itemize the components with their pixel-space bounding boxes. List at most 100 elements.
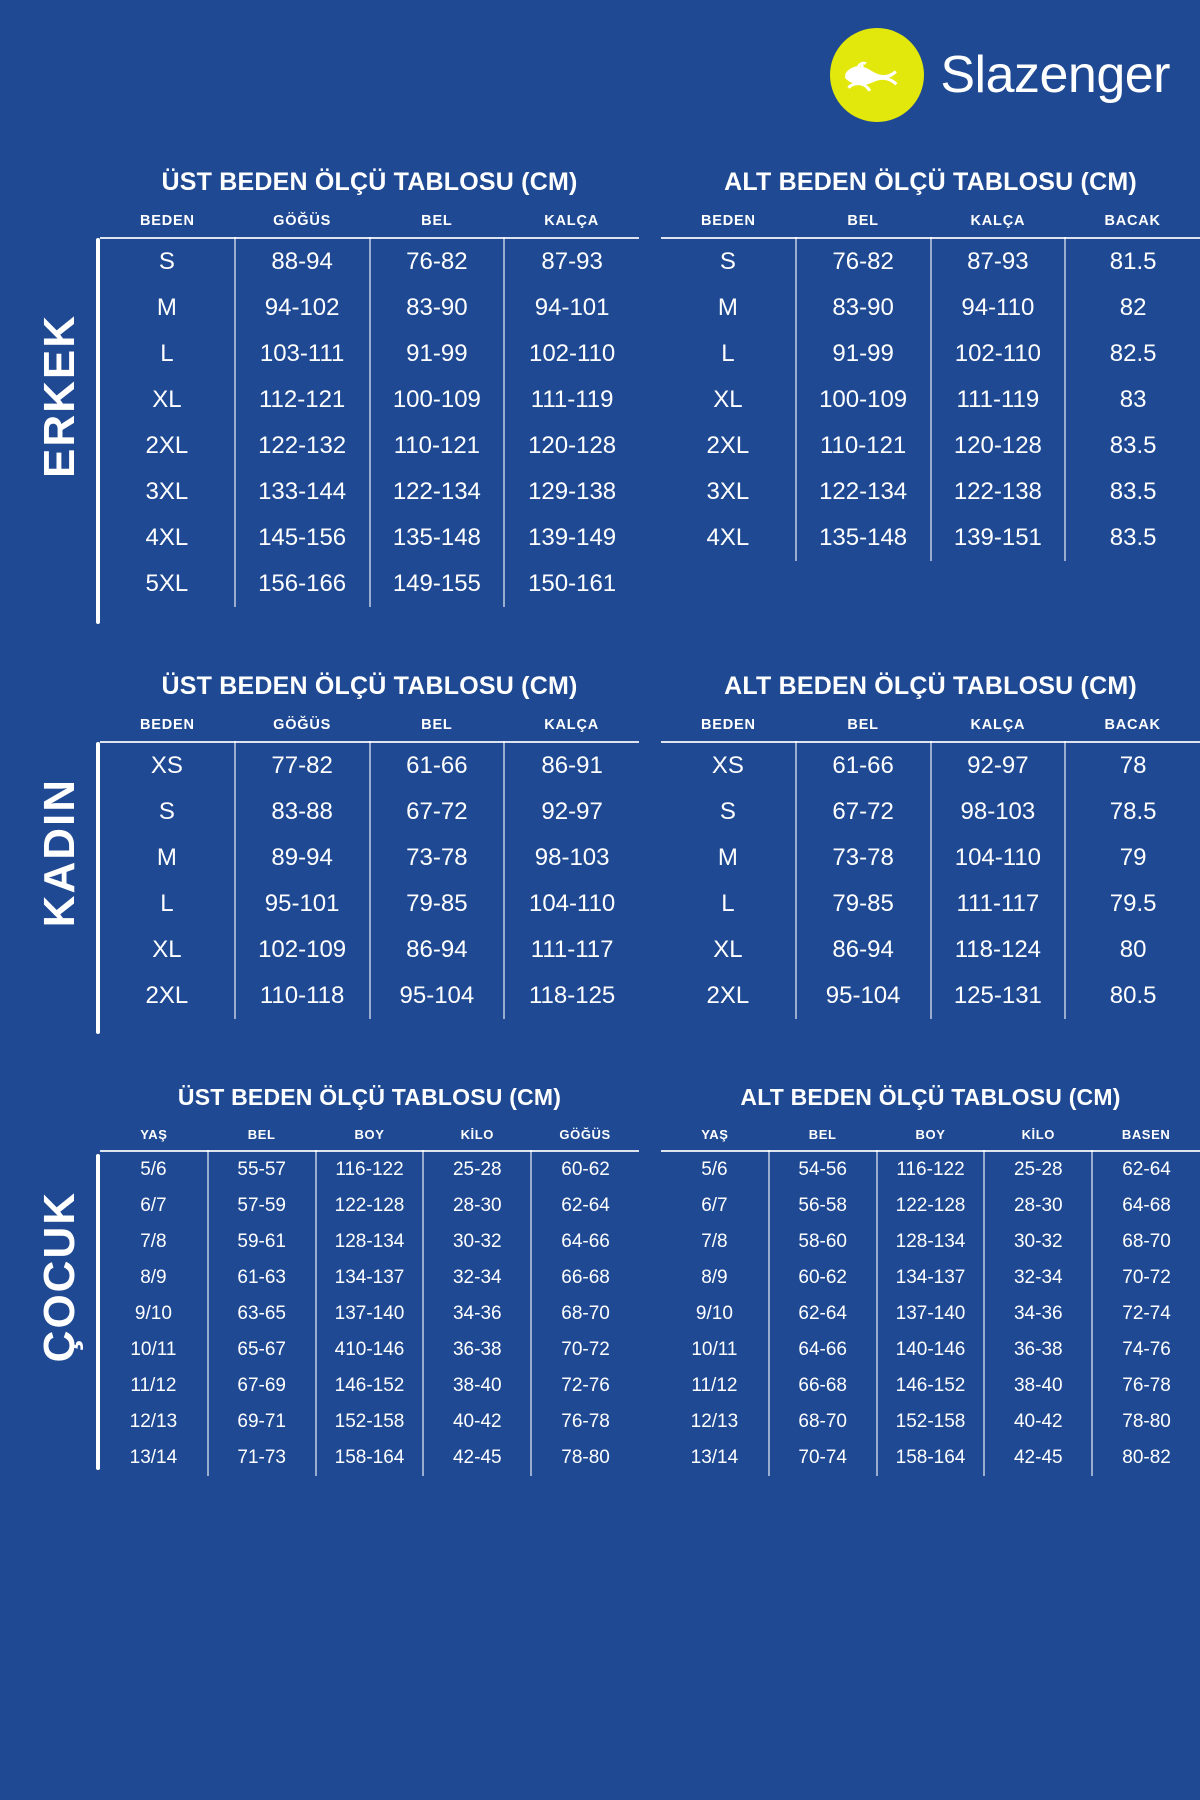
measurement-cell: 78.5 bbox=[1064, 789, 1200, 835]
table-row: L 91-99 102-110 82.5 bbox=[661, 331, 1200, 377]
measurement-cell: 146-152 bbox=[875, 1368, 985, 1404]
measurement-cell: 111-119 bbox=[929, 377, 1066, 423]
size-cell: XL bbox=[152, 936, 182, 963]
measurement-cell: 89-94 bbox=[233, 835, 370, 881]
measurement-cell: 40-42 bbox=[422, 1404, 532, 1440]
measurement-cell: 87-93 bbox=[503, 238, 639, 285]
measurement-cell: 104-110 bbox=[503, 881, 639, 927]
table-title: ÜST BEDEN ÖLÇÜ TABLOSU (CM) bbox=[177, 1084, 562, 1110]
category-label-text: ERKEK bbox=[35, 313, 84, 479]
measurement-cell: 66-68 bbox=[767, 1368, 877, 1404]
size-cell: 3XL bbox=[145, 478, 189, 505]
table-row: M 89-94 73-78 98-103 bbox=[100, 835, 639, 881]
measurement-cell: 94-102 bbox=[233, 285, 370, 331]
measurement-cell: 67-69 bbox=[206, 1368, 316, 1404]
table-row: 9/10 62-64 137-140 34-36 72-74 bbox=[661, 1296, 1200, 1332]
measurement-cell: 63-65 bbox=[206, 1296, 316, 1332]
table-title: ÜST BEDEN ÖLÇÜ TABLOSU (CM) bbox=[161, 168, 578, 196]
size-cell: 6/7 bbox=[140, 1195, 167, 1216]
table-block-upper: ÜST BEDEN ÖLÇÜ TABLOSU (CM) BEDEN GÖĞÜS BEL… bbox=[100, 168, 639, 607]
measurement-cell: 112-121 bbox=[233, 377, 370, 423]
measurement-cell: 122-138 bbox=[929, 469, 1066, 515]
measurement-cell: 60-62 bbox=[767, 1260, 877, 1296]
measurement-cell: 120-128 bbox=[503, 423, 639, 469]
measurement-cell: 38-40 bbox=[422, 1368, 532, 1404]
measurement-cell: 111-117 bbox=[503, 927, 639, 973]
measurement-cell: 62-64 bbox=[530, 1188, 639, 1224]
measurement-cell: 76-78 bbox=[1091, 1368, 1200, 1404]
measurement-cell: 83.5 bbox=[1064, 469, 1200, 515]
measurement-cell: 83.5 bbox=[1064, 423, 1200, 469]
measurement-cell: 122-132 bbox=[233, 423, 370, 469]
measurement-cell: 139-149 bbox=[503, 515, 639, 561]
table-row: M 94-102 83-90 94-101 bbox=[100, 285, 639, 331]
table-row: 10/11 64-66 140-146 36-38 74-76 bbox=[661, 1332, 1200, 1368]
measurement-cell: 86-94 bbox=[368, 927, 505, 973]
column-header: GÖĞÜS bbox=[559, 1127, 611, 1142]
column-header: BEL bbox=[847, 717, 879, 733]
table-block-lower: ALT BEDEN ÖLÇÜ TABLOSU (CM) YAŞ BEL BOY KİLO… bbox=[661, 1084, 1200, 1476]
measurement-cell: 62-64 bbox=[1091, 1151, 1200, 1188]
column-header: BEDEN bbox=[700, 213, 756, 229]
section-çocuk: ÇOCUK ÜST BEDEN ÖLÇÜ TABLOSU (CM) YAŞ BEL BO… bbox=[0, 1084, 1200, 1476]
column-header: KALÇA bbox=[970, 717, 1026, 733]
table-row: 11/12 67-69 146-152 38-40 72-76 bbox=[100, 1368, 639, 1404]
table-header-row: BEDEN BEL KALÇA BACAK bbox=[661, 717, 1200, 741]
measurement-cell: 156-166 bbox=[233, 561, 370, 607]
measurement-cell: 100-109 bbox=[794, 377, 931, 423]
table-row: 7/8 59-61 128-134 30-32 64-66 bbox=[100, 1224, 639, 1260]
tables-container: ÜST BEDEN ÖLÇÜ TABLOSU (CM) BEDEN GÖĞÜS BEL… bbox=[100, 168, 1200, 607]
table-row: 2XL 110-118 95-104 118-125 bbox=[100, 973, 639, 1019]
measurement-cell: 122-128 bbox=[875, 1188, 985, 1224]
measurement-cell: 64-66 bbox=[530, 1224, 639, 1260]
measurement-cell: 65-67 bbox=[206, 1332, 316, 1368]
table-row: 11/12 66-68 146-152 38-40 76-78 bbox=[661, 1368, 1200, 1404]
measurement-cell: 61-66 bbox=[794, 742, 931, 789]
column-header: BEDEN bbox=[139, 213, 195, 229]
size-table-upper: BEDEN GÖĞÜS BEL KALÇA S 88-94 76-82 87-93 M 94-10… bbox=[100, 213, 639, 607]
measurement-cell: 122-134 bbox=[794, 469, 931, 515]
table-row: 2XL 95-104 125-131 80.5 bbox=[661, 973, 1200, 1019]
table-row: 2XL 110-121 120-128 83.5 bbox=[661, 423, 1200, 469]
measurement-cell: 70-72 bbox=[1091, 1260, 1200, 1296]
table-row: XL 112-121 100-109 111-119 bbox=[100, 377, 639, 423]
size-table-upper: YAŞ BEL BOY KİLO GÖĞÜS 5/6 55-57 116-122 25-28 60… bbox=[100, 1127, 639, 1476]
size-cell: 10/11 bbox=[130, 1339, 177, 1360]
measurement-cell: 145-156 bbox=[233, 515, 370, 561]
measurement-cell: 76-78 bbox=[530, 1404, 639, 1440]
table-row: 8/9 61-63 134-137 32-34 66-68 bbox=[100, 1260, 639, 1296]
measurement-cell: 42-45 bbox=[983, 1440, 1093, 1476]
size-cell: 8/9 bbox=[701, 1267, 728, 1288]
measurement-cell: 78-80 bbox=[530, 1440, 639, 1476]
measurement-cell: 42-45 bbox=[422, 1440, 532, 1476]
measurement-cell: 98-103 bbox=[929, 789, 1066, 835]
size-cell: L bbox=[721, 340, 735, 367]
section-erkek: ERKEK ÜST BEDEN ÖLÇÜ TABLOSU (CM) BEDEN GÖĞ… bbox=[0, 168, 1200, 624]
measurement-cell: 30-32 bbox=[983, 1224, 1093, 1260]
size-cell: 4XL bbox=[145, 524, 189, 551]
measurement-cell: 111-117 bbox=[929, 881, 1066, 927]
column-header: BEL bbox=[847, 213, 879, 229]
size-cell: XL bbox=[713, 936, 743, 963]
measurement-cell: 34-36 bbox=[983, 1296, 1093, 1332]
category-label: ÇOCUK bbox=[0, 1084, 100, 1470]
table-row: 8/9 60-62 134-137 32-34 70-72 bbox=[661, 1260, 1200, 1296]
measurement-cell: 135-148 bbox=[368, 515, 505, 561]
measurement-cell: 158-164 bbox=[314, 1440, 424, 1476]
measurement-cell: 135-148 bbox=[794, 515, 931, 561]
measurement-cell: 30-32 bbox=[422, 1224, 532, 1260]
measurement-cell: 83-88 bbox=[233, 789, 370, 835]
column-header: BEDEN bbox=[139, 717, 195, 733]
table-row: S 67-72 98-103 78.5 bbox=[661, 789, 1200, 835]
measurement-cell: 72-76 bbox=[530, 1368, 639, 1404]
measurement-cell: 61-63 bbox=[206, 1260, 316, 1296]
measurement-cell: 68-70 bbox=[530, 1296, 639, 1332]
column-header: BEL bbox=[247, 1127, 276, 1142]
column-header: KALÇA bbox=[544, 213, 599, 229]
table-row: XL 102-109 86-94 111-117 bbox=[100, 927, 639, 973]
measurement-cell: 92-97 bbox=[929, 742, 1066, 789]
table-header-row: YAŞ BEL BOY KİLO GÖĞÜS bbox=[100, 1127, 639, 1150]
measurement-cell: 88-94 bbox=[233, 238, 370, 285]
measurement-cell: 94-101 bbox=[503, 285, 639, 331]
column-header: BEL bbox=[421, 717, 453, 733]
